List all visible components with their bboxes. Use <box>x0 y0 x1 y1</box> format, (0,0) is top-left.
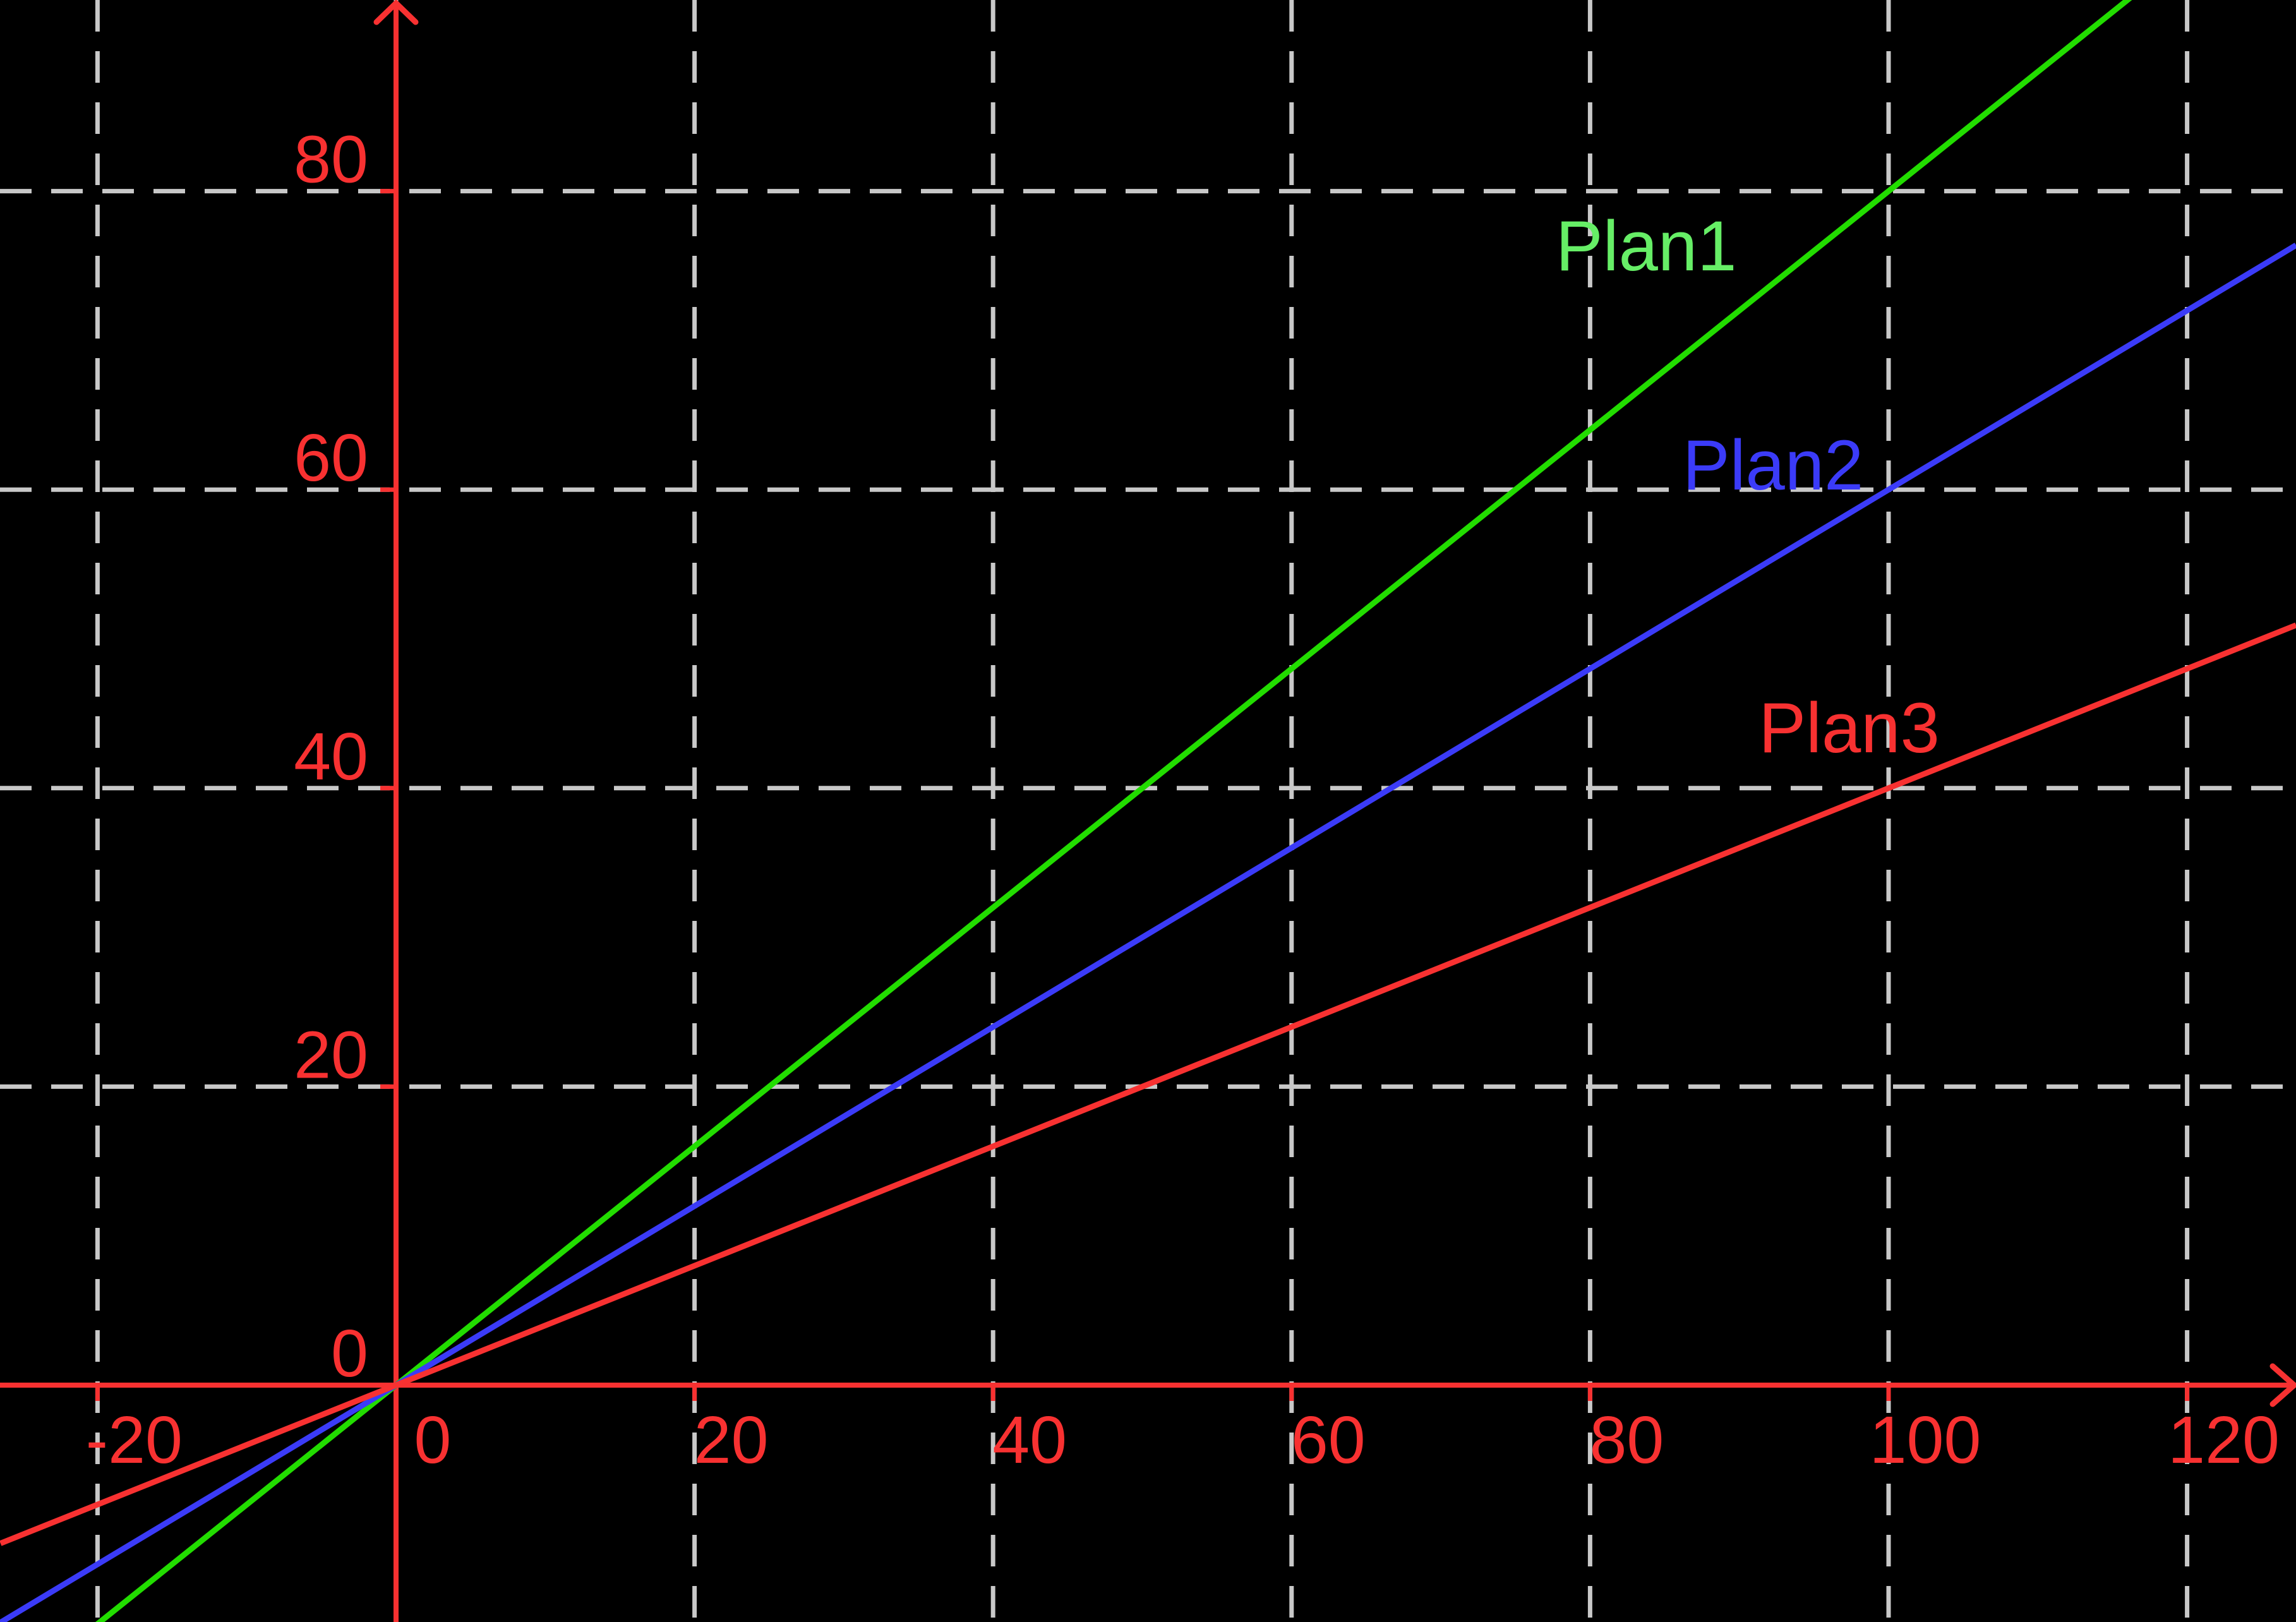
x-tick-label--20: -20 <box>86 1403 183 1477</box>
x-tick-label-120: 120 <box>2168 1403 2280 1477</box>
series-label-plan1: Plan1 <box>1556 207 1736 285</box>
x-tick-label-20: 20 <box>694 1403 769 1477</box>
series-labels: Plan1 Plan2 Plan3 <box>1556 207 1940 767</box>
series-label-plan3: Plan3 <box>1758 688 1939 767</box>
y-tick-label-20: 20 <box>294 1018 368 1092</box>
x-axis-arrow-icon <box>2269 1363 2296 1407</box>
x-tick-label-0: 0 <box>414 1403 452 1477</box>
y-tick-label-40: 40 <box>294 719 368 794</box>
x-tick-label-80: 80 <box>1589 1403 1664 1477</box>
x-tick-label-60: 60 <box>1291 1403 1366 1477</box>
series-label-plan2: Plan2 <box>1683 426 1863 505</box>
y-tick-label-0: 0 <box>331 1316 368 1391</box>
y-tick-label-60: 60 <box>294 421 368 495</box>
x-tick-label-100: 100 <box>1870 1403 1981 1477</box>
x-tick-label-40: 40 <box>992 1403 1067 1477</box>
tick-labels: -20 0 20 40 60 80 100 120 0 20 40 60 80 <box>86 123 2280 1477</box>
series-line-plan3 <box>0 622 2296 1546</box>
y-axis-arrow-icon <box>373 0 419 25</box>
tick-marks <box>95 189 2190 1401</box>
y-tick-label-80: 80 <box>294 123 368 197</box>
